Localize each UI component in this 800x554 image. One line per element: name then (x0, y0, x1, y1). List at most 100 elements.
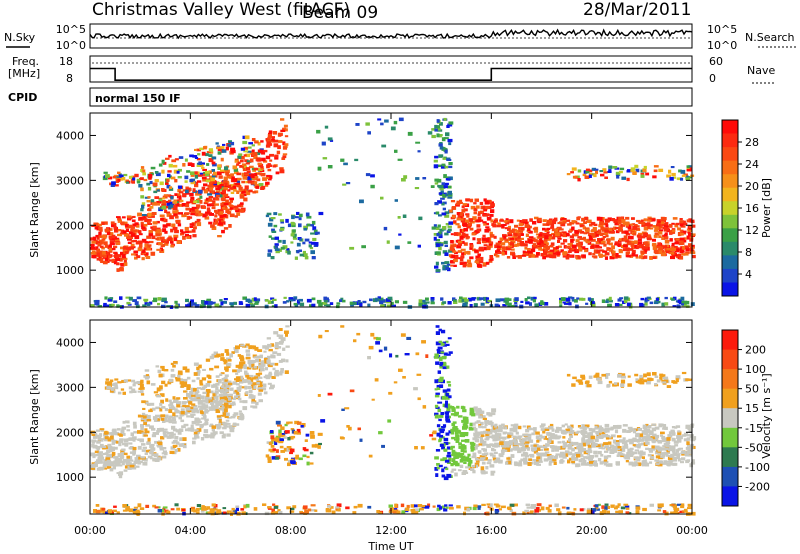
velocity-cell (218, 393, 223, 397)
power-cell (128, 231, 134, 235)
power-cell (640, 250, 645, 254)
velocity-cell (194, 434, 199, 438)
power-cell (488, 258, 493, 263)
velocity-cell (541, 423, 546, 427)
velocity-cell (563, 443, 567, 448)
power-cell (677, 233, 682, 237)
power-cell (207, 184, 212, 188)
velocity-cell (105, 462, 111, 466)
velocity-cell (143, 422, 147, 425)
velocity-cell (445, 415, 450, 419)
velocity-cell (443, 508, 448, 512)
power-cell (625, 255, 631, 258)
power-cell (504, 250, 508, 255)
power-cell (545, 237, 551, 241)
power-cell (254, 181, 258, 185)
power-cell (215, 211, 220, 215)
power-cell (590, 302, 596, 307)
power-cell (120, 251, 124, 256)
velocity-cell (204, 420, 208, 423)
power-cell (476, 224, 481, 228)
power-cell (142, 169, 146, 173)
velocity-cell (160, 365, 165, 369)
velocity-cell (509, 503, 515, 507)
velocity-cell (637, 462, 642, 467)
velocity-cell (247, 359, 253, 364)
velocity-cell (161, 368, 165, 371)
power-cell (477, 253, 481, 257)
power-cell (686, 236, 690, 240)
velocity-cell (253, 356, 259, 359)
velocity-cell (226, 357, 231, 360)
power-cell (483, 296, 488, 301)
power-cell (577, 169, 582, 173)
power-cell (439, 243, 444, 247)
power-cell (688, 232, 693, 237)
velocity-cell (245, 349, 250, 353)
power-cell (202, 303, 206, 307)
velocity-cell (447, 451, 451, 455)
velocity-cell (105, 464, 109, 467)
velocity-cell (128, 437, 134, 441)
velocity-cell (95, 429, 100, 432)
velocity-cell (674, 426, 678, 429)
power-cell (215, 187, 220, 191)
velocity-cell (159, 445, 163, 449)
power-cell (127, 303, 132, 306)
power-cell (381, 299, 386, 303)
power-cell (662, 226, 667, 230)
power-cell (168, 235, 172, 239)
power-cell (194, 171, 198, 175)
power-cell (221, 149, 227, 153)
power-cell (514, 224, 519, 228)
velocity-cell (204, 410, 210, 412)
power-colorbar-swatch (722, 147, 738, 162)
velocity-cell (466, 507, 471, 512)
velocity-cell (147, 416, 151, 420)
power-cell (648, 224, 652, 227)
power-cell (470, 205, 476, 210)
power-cell (194, 209, 199, 212)
velocity-cell (142, 407, 146, 410)
velocity-cell (404, 507, 410, 511)
velocity-cell (646, 434, 651, 438)
power-cell (251, 152, 257, 156)
power-cell (511, 253, 516, 257)
power-cell (618, 216, 624, 221)
power-cell (439, 228, 444, 232)
velocity-cell (438, 439, 442, 443)
beam-label: Beam 09 (302, 3, 378, 23)
velocity-cell (137, 414, 142, 418)
power-cell (653, 165, 659, 168)
power-cell (499, 298, 505, 302)
power-cell (476, 263, 482, 267)
velocity-cell (680, 503, 685, 507)
velocity-cell (109, 435, 114, 440)
velocity-cell (309, 462, 314, 465)
velocity-cell (128, 447, 133, 450)
velocity-cell (170, 374, 176, 378)
power-cell (537, 242, 542, 246)
power-cell (243, 154, 247, 157)
power-cell (484, 229, 490, 233)
power-cell (296, 211, 300, 215)
power-cell (653, 169, 658, 173)
power-cell (198, 161, 202, 165)
velocity-cell (186, 386, 191, 390)
power-cell (685, 251, 690, 255)
power-cell (649, 227, 654, 230)
power-cell (551, 228, 556, 232)
power-cell (660, 252, 666, 257)
velocity-cell (267, 459, 272, 463)
power-cell (435, 269, 441, 272)
velocity-cell (270, 435, 275, 440)
velocity-cell (577, 425, 581, 428)
velocity-cell (467, 453, 471, 457)
velocity-cell (537, 460, 543, 463)
power-cell (208, 148, 213, 152)
velocity-cell (174, 503, 179, 507)
power-cell (339, 299, 343, 302)
velocity-cell (586, 509, 591, 514)
power-cell (448, 176, 453, 181)
velocity-cell (303, 505, 308, 510)
